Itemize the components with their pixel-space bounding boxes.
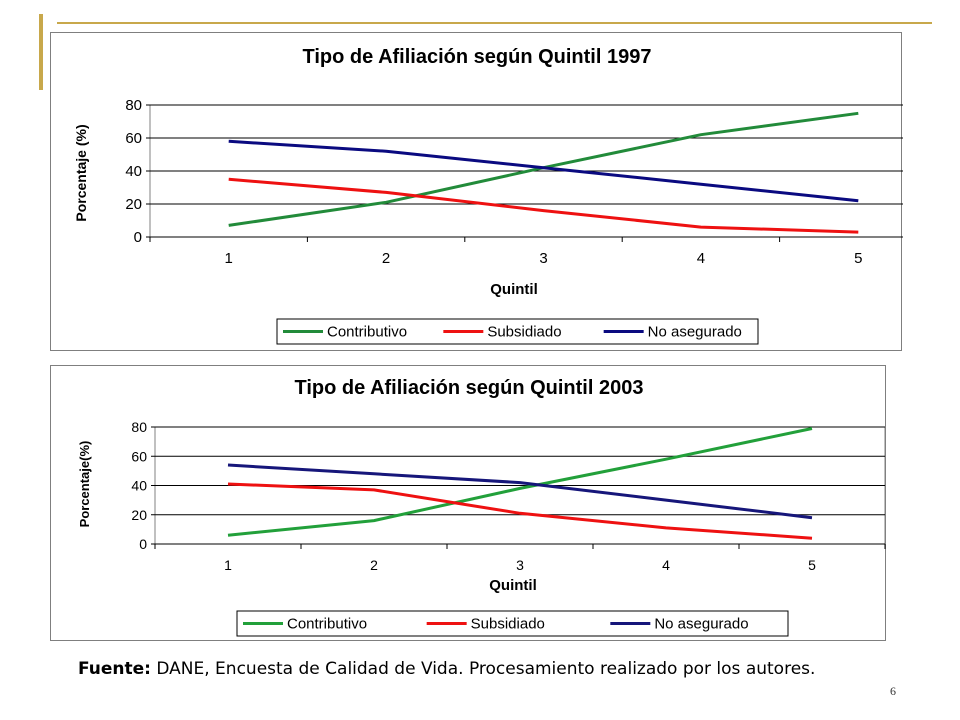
- series-line-contributivo: [228, 111, 859, 227]
- series-line-subsidiado: [227, 482, 813, 540]
- y-tick-label: 40: [131, 478, 147, 494]
- series-line-no-asegurado: [228, 139, 859, 203]
- series-line-subsidiado: [228, 177, 859, 234]
- x-tick-label: 5: [808, 557, 816, 573]
- decorative-horizontal-rule: [57, 22, 932, 24]
- x-tick-label: 4: [697, 250, 705, 267]
- source-text: DANE, Encuesta de Calidad de Vida. Proce…: [156, 659, 816, 679]
- chart-title: Tipo de Afiliación según Quintil 1997: [303, 46, 652, 68]
- legend-box: [276, 318, 759, 345]
- y-tick-label: 60: [125, 130, 142, 147]
- x-tick-label: 5: [854, 250, 862, 267]
- x-tick-label: 1: [225, 250, 233, 267]
- legend-label: No asegurado: [654, 616, 748, 633]
- y-tick-label: 0: [134, 229, 142, 246]
- x-tick-label: 4: [662, 557, 670, 573]
- y-axis-label: Porcentaje (%): [73, 124, 89, 221]
- source-label: Fuente:: [78, 659, 151, 679]
- chart-1997-svg: Tipo de Afiliación según Quintil 1997 Qu…: [73, 46, 903, 345]
- x-tick-label: 1: [224, 557, 232, 573]
- x-tick-label: 3: [539, 250, 547, 267]
- chart-1997: Tipo de Afiliación según Quintil 1997 Qu…: [50, 32, 903, 351]
- chart-title: Tipo de Afiliación según Quintil 2003: [295, 377, 644, 399]
- y-tick-label: 80: [131, 419, 147, 435]
- y-tick-label: 80: [125, 97, 142, 114]
- legend-label: Subsidiado: [471, 616, 545, 633]
- x-axis-label: Quintil: [489, 577, 537, 594]
- x-axis-label: Quintil: [490, 281, 538, 298]
- legend-label: No asegurado: [648, 324, 742, 341]
- decorative-vertical-rule: [39, 14, 43, 90]
- series-line-contributivo: [227, 427, 813, 537]
- legend-label: Contributivo: [327, 324, 407, 341]
- series-line-no-asegurado: [227, 463, 813, 520]
- y-tick-label: 0: [139, 536, 147, 552]
- chart-2003-svg: Tipo de Afiliación según Quintil 2003 Qu…: [77, 377, 886, 637]
- x-tick-label: 2: [382, 250, 390, 267]
- legend-box: [236, 610, 789, 637]
- x-tick-label: 3: [516, 557, 524, 573]
- x-tick-label: 2: [370, 557, 378, 573]
- y-tick-label: 40: [125, 163, 142, 180]
- y-tick-label: 20: [125, 196, 142, 213]
- legend-label: Contributivo: [287, 616, 367, 633]
- source-note: Fuente: DANE, Encuesta de Calidad de Vid…: [78, 659, 815, 679]
- page-number: 6: [890, 684, 896, 698]
- chart-2003: Tipo de Afiliación según Quintil 2003 Qu…: [50, 365, 886, 641]
- y-tick-label: 20: [131, 507, 147, 523]
- y-axis-label: Porcentaje(%): [77, 441, 92, 528]
- legend-label: Subsidiado: [487, 324, 561, 341]
- y-tick-label: 60: [131, 448, 147, 464]
